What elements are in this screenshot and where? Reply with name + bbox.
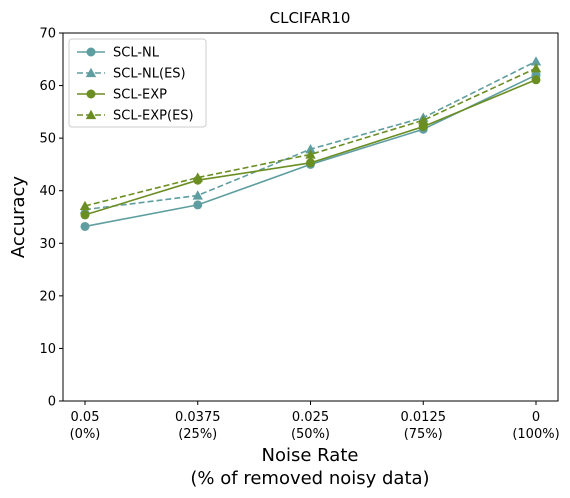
y-tick-label: 0 (48, 395, 56, 410)
data-point (418, 115, 429, 125)
legend: SCL-NL SCL-NL(ES) SCL-EXP SCL-EXP(ES) (68, 38, 207, 128)
data-point (530, 63, 542, 73)
x-tick-label: 0.0125 (401, 410, 447, 425)
x-axis-subtitle: (% of removed noisy data) (190, 468, 429, 489)
data-point (193, 200, 203, 210)
legend-label: SCL-EXP(ES) (113, 109, 194, 124)
data-point (80, 210, 90, 220)
x-tick-label: 0.0375 (175, 410, 221, 425)
axes-frame (62, 32, 559, 402)
y-tick-label: 20 (39, 289, 56, 304)
x-tick-sublabel: (75%) (404, 427, 443, 442)
plot-area: 0 10 20 30 40 50 60 70 0.05 (0%) 0.0375 (25%) 0.025 (… (39, 27, 559, 443)
y-tick-label: 30 (39, 237, 56, 252)
y-tick-label: 10 (39, 342, 56, 357)
legend-label: SCL-EXP (113, 88, 167, 103)
series-scl-exp-es (79, 63, 542, 211)
x-tick-sublabel: (0%) (70, 427, 101, 442)
data-point (305, 149, 316, 159)
x-tick-label: 0.05 (71, 410, 100, 425)
data-point (305, 143, 316, 154)
x-tick-label: 0.025 (292, 410, 329, 425)
x-tick-sublabel: (50%) (291, 427, 330, 442)
data-point (531, 75, 541, 85)
legend-marker (85, 67, 97, 78)
data-point (192, 190, 203, 200)
data-point (306, 158, 315, 168)
series-scl-exp (80, 75, 541, 220)
y-tick-label: 70 (39, 27, 56, 42)
y-axis-title: Accuracy (8, 176, 29, 259)
x-tick-sublabel: (100%) (512, 427, 559, 442)
legend-marker (85, 109, 97, 120)
legend-label: SCL-NL(ES) (113, 67, 186, 82)
data-point (530, 56, 542, 66)
legend-marker (86, 89, 96, 99)
data-point (192, 172, 203, 182)
legend-marker (86, 47, 96, 57)
legend-label: SCL-NL (113, 46, 160, 61)
legend-box (68, 38, 207, 128)
y-tick-label: 40 (39, 184, 56, 199)
chart-title: CLCIFAR10 (270, 9, 351, 27)
series-line (84, 67, 537, 207)
data-point (79, 200, 91, 211)
y-tick-label: 60 (39, 79, 56, 94)
x-tick-label: 0 (532, 410, 540, 425)
data-point (80, 221, 90, 231)
x-tick-sublabel: (25%) (178, 427, 217, 442)
y-tick-label: 50 (39, 132, 56, 147)
x-axis-title: Noise Rate (262, 445, 359, 466)
